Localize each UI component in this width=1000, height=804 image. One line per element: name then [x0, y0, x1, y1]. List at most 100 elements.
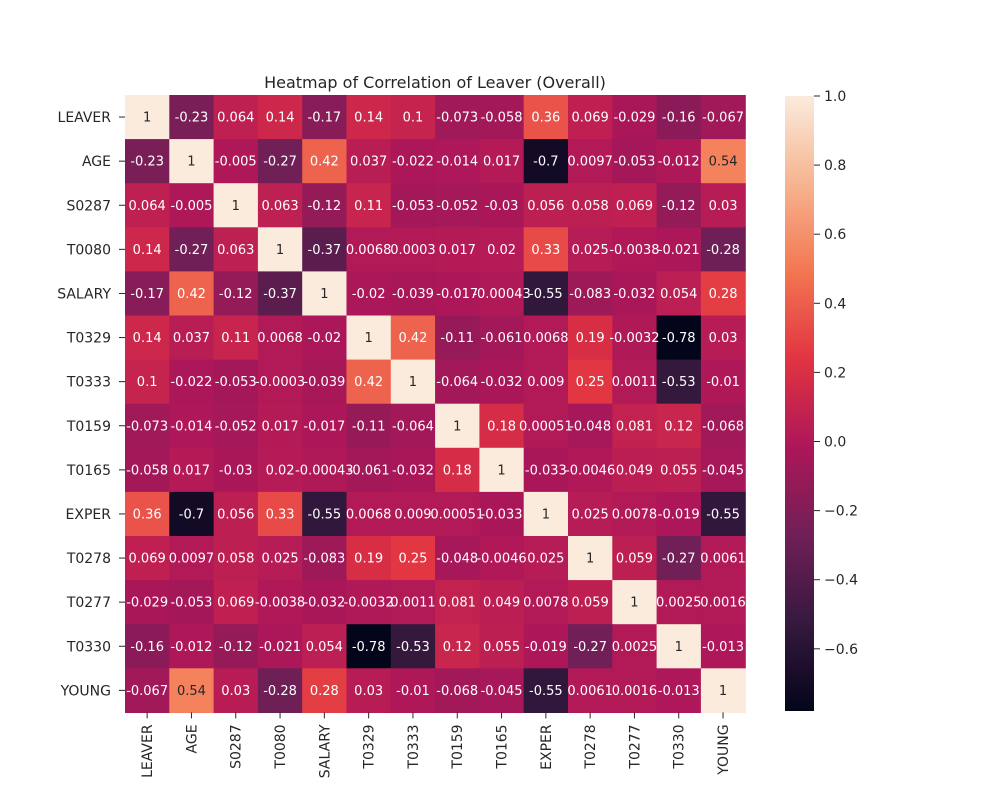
- heatmap-cell: [257, 447, 303, 493]
- cell-value-label: 0.009: [394, 507, 431, 522]
- column-label: T0330: [672, 724, 688, 769]
- heatmap-cell: [390, 447, 436, 493]
- cell-value-label: 0.03: [709, 331, 738, 346]
- heatmap-cell: [257, 183, 303, 228]
- cell-value-label: -0.16: [662, 111, 696, 126]
- colorbar-tick-label: −0.4: [824, 573, 858, 589]
- heatmap-cell: [700, 491, 746, 537]
- heatmap-cell: [479, 491, 525, 537]
- cell-value-label: 0.42: [398, 331, 427, 346]
- column-label: T0277: [627, 724, 643, 769]
- heatmap-cell: [523, 95, 569, 140]
- cell-value-label: 1: [453, 419, 461, 434]
- cell-value-label: 0.1: [137, 375, 158, 390]
- cell-value-label: 0.0078: [612, 507, 658, 522]
- cell-value-label: 0.037: [173, 331, 210, 346]
- heatmap-cell: [125, 359, 170, 405]
- column-label: LEAVER: [140, 724, 156, 778]
- column-label: T0278: [583, 724, 599, 769]
- heatmap-cell: [346, 491, 392, 537]
- heatmap-cell: [346, 668, 392, 713]
- heatmap-cell: [302, 95, 348, 140]
- cell-value-label: 0.0097: [567, 155, 613, 170]
- cell-value-label: -0.048: [436, 552, 478, 567]
- colorbar-tick-label: 0.8: [824, 158, 846, 174]
- cell-value-label: 0.0068: [523, 331, 569, 346]
- cell-value-label: 0.059: [616, 552, 653, 567]
- cell-value-label: 1: [409, 375, 417, 390]
- cell-value-label: -0.073: [126, 419, 168, 434]
- cell-value-label: -0.061: [348, 463, 390, 478]
- cell-value-label: 0.12: [664, 419, 693, 434]
- heatmap-cell: [479, 95, 525, 140]
- cell-value-label: 0.14: [133, 243, 162, 258]
- column-label: SALARY: [317, 724, 333, 778]
- row-label: T0159: [66, 419, 111, 435]
- cell-value-label: 0.42: [310, 155, 339, 170]
- heatmap-cell: [257, 403, 303, 449]
- heatmap-cell: [125, 271, 170, 317]
- row-label: YOUNG: [60, 683, 111, 699]
- cell-value-label: -0.039: [303, 375, 345, 390]
- heatmap-cell: [568, 183, 613, 228]
- cell-value-label: 0.064: [217, 111, 254, 126]
- row-label: S0287: [66, 198, 111, 214]
- cell-value-label: -0.013: [702, 640, 744, 655]
- heatmap-cell: [479, 359, 525, 405]
- heatmap-cell: [169, 491, 215, 537]
- heatmap-cell: [523, 315, 569, 361]
- column-label: T0329: [362, 724, 378, 769]
- row-label: AGE: [82, 154, 111, 170]
- cell-value-label: -0.27: [662, 552, 696, 567]
- heatmap-cell: [125, 580, 170, 625]
- colorbar-tick-label: −0.2: [824, 504, 858, 520]
- cell-value-label: 0.00051: [519, 419, 573, 434]
- cell-value-label: -0.0032: [609, 331, 659, 346]
- cell-value-label: -0.083: [569, 287, 611, 302]
- cell-value-label: 0.0068: [346, 243, 392, 258]
- cell-value-label: 0.18: [443, 463, 472, 478]
- heatmap-cell: [523, 536, 569, 581]
- column-tick-labels: LEAVER AGE S0287 T0080 SALARY T0329 T0333 T0159…: [140, 712, 732, 778]
- heatmap-cell: [700, 139, 746, 184]
- heatmap-cell: [169, 315, 215, 361]
- heatmap-cell: [612, 271, 658, 317]
- cell-value-label: -0.073: [436, 111, 478, 126]
- cell-value-label: 0.069: [616, 199, 653, 214]
- heatmap-cell: [435, 183, 480, 228]
- heatmap-cell: [612, 536, 658, 581]
- heatmap-cell: [568, 580, 613, 625]
- heatmap-cell: [435, 227, 480, 272]
- heatmap-cell: [125, 624, 170, 669]
- cell-value-label: 0.25: [576, 375, 605, 390]
- heatmap-cell: [435, 580, 480, 625]
- heatmap-cell: [257, 95, 303, 140]
- cell-value-label: 0.0016: [700, 596, 746, 611]
- cell-value-label: 0.054: [306, 640, 343, 655]
- cell-value-label: -0.37: [263, 287, 297, 302]
- heatmap-cell: [257, 624, 303, 669]
- cell-value-label: 0.069: [129, 552, 166, 567]
- heatmap-cell: [213, 359, 259, 405]
- heatmap-cell: [213, 227, 259, 272]
- heatmap-cell: [523, 491, 569, 537]
- cell-value-label: 0.017: [483, 155, 520, 170]
- heatmap-cell: [656, 668, 702, 713]
- heatmap-cell: [568, 668, 613, 713]
- heatmap-cell: [568, 139, 613, 184]
- heatmap-cell: [302, 227, 348, 272]
- cell-value-label: 0.037: [350, 155, 387, 170]
- heatmap-cell: [523, 271, 569, 317]
- cell-value-label: -0.022: [170, 375, 212, 390]
- row-label: SALARY: [57, 286, 111, 302]
- heatmap-cell: [125, 95, 170, 140]
- cell-value-label: -0.053: [215, 375, 257, 390]
- row-label: T0330: [66, 639, 111, 655]
- row-label: EXPER: [66, 507, 112, 523]
- heatmap-cell: [213, 139, 259, 184]
- cell-value-label: -0.12: [219, 287, 253, 302]
- heatmap-cell: [435, 315, 480, 361]
- heatmap-cell: [257, 359, 303, 405]
- heatmap-cell: [213, 403, 259, 449]
- cell-value-label: 0.064: [129, 199, 166, 214]
